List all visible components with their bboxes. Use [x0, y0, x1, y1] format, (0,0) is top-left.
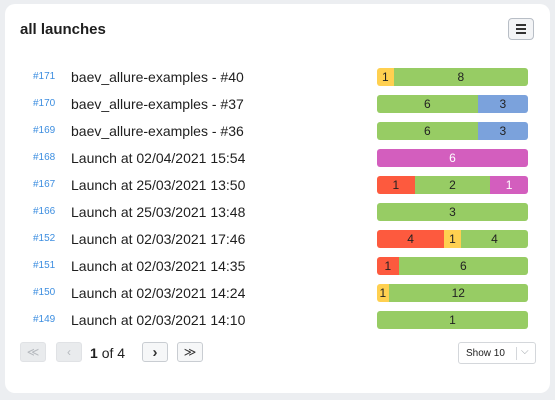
launch-list: #171 baev_allure-examples - #40 1 8 #170 baev…: [5, 63, 550, 333]
hamburger-line: [516, 28, 526, 30]
chevron-down-icon: ⌵: [521, 346, 529, 357]
status-segment-failed[interactable]: 1: [377, 256, 399, 275]
status-segment-unknown[interactable]: 1: [490, 175, 528, 194]
page-indicator: 1 of 4: [90, 345, 125, 361]
status-segment-retried[interactable]: 3: [477, 121, 528, 140]
launch-name[interactable]: baev_allure-examples - #40: [71, 68, 244, 85]
status-segment-passed[interactable]: 6: [377, 121, 478, 140]
status-segment-failed[interactable]: 4: [377, 229, 445, 248]
launch-number-link[interactable]: #151: [33, 260, 56, 271]
hamburger-line: [516, 32, 526, 34]
status-segment-passed[interactable]: 8: [393, 67, 528, 86]
status-bar[interactable]: 1 12: [377, 283, 528, 302]
launch-row[interactable]: #167 Launch at 25/03/2021 13:50 1 2 1: [5, 171, 550, 198]
launch-name[interactable]: Launch at 02/03/2021 17:46: [71, 230, 246, 247]
status-segment-passed[interactable]: 12: [388, 283, 528, 302]
launch-name[interactable]: Launch at 02/04/2021 15:54: [71, 149, 246, 166]
all-launches-widget: all launches #171 baev_allure-examples - …: [5, 4, 550, 393]
status-segment-passed[interactable]: 6: [398, 256, 528, 275]
launch-number-link[interactable]: #169: [33, 125, 56, 136]
total-pages: 4: [117, 345, 126, 361]
select-separator: [516, 347, 517, 360]
status-segment-passed[interactable]: 2: [414, 175, 491, 194]
launch-row[interactable]: #149 Launch at 02/03/2021 14:10 1: [5, 306, 550, 333]
launch-number-link[interactable]: #152: [33, 233, 56, 244]
launch-row[interactable]: #150 Launch at 02/03/2021 14:24 1 12: [5, 279, 550, 306]
launch-name[interactable]: Launch at 02/03/2021 14:35: [71, 257, 246, 274]
chevron-right-icon: ›: [152, 343, 158, 361]
status-bar[interactable]: 6: [377, 148, 528, 167]
of-label: of: [101, 345, 114, 361]
double-chevron-right-icon: ≫: [183, 345, 197, 359]
launch-row[interactable]: #168 Launch at 02/04/2021 15:54 6: [5, 144, 550, 171]
launch-number-link[interactable]: #166: [33, 206, 56, 217]
launch-number-link[interactable]: #150: [33, 287, 56, 298]
launch-row[interactable]: #171 baev_allure-examples - #40 1 8: [5, 63, 550, 90]
launch-name[interactable]: Launch at 02/03/2021 14:10: [71, 311, 246, 328]
status-segment-passed[interactable]: 6: [377, 94, 478, 113]
launch-name[interactable]: Launch at 25/03/2021 13:50: [71, 176, 246, 193]
launch-row[interactable]: #166 Launch at 25/03/2021 13:48 3: [5, 198, 550, 225]
double-chevron-left-icon: ≪: [26, 345, 40, 359]
launch-name[interactable]: baev_allure-examples - #37: [71, 95, 244, 112]
status-segment-passed[interactable]: 3: [377, 202, 528, 221]
page-size-value: Show 10: [466, 348, 505, 359]
hamburger-menu-icon: [516, 24, 526, 26]
launch-name[interactable]: Launch at 02/03/2021 14:24: [71, 284, 246, 301]
status-segment-passed[interactable]: 1: [377, 310, 528, 329]
widget-title: all launches: [20, 21, 106, 38]
launch-number-link[interactable]: #170: [33, 98, 56, 109]
first-page-button[interactable]: ≪: [20, 342, 46, 362]
launch-name[interactable]: Launch at 25/03/2021 13:48: [71, 203, 246, 220]
status-segment-passed[interactable]: 4: [460, 229, 528, 248]
launch-number-link[interactable]: #168: [33, 152, 56, 163]
status-segment-unknown[interactable]: 6: [377, 148, 528, 167]
status-segment-broken[interactable]: 1: [377, 283, 389, 302]
launch-row[interactable]: #151 Launch at 02/03/2021 14:35 1 6: [5, 252, 550, 279]
pagination: ≪ ‹ 1 of 4 › ≫ Show 10 ⌵: [20, 342, 540, 364]
launch-row[interactable]: #152 Launch at 02/03/2021 17:46 4 1 4: [5, 225, 550, 252]
launch-name[interactable]: baev_allure-examples - #36: [71, 122, 244, 139]
status-segment-failed[interactable]: 1: [377, 175, 415, 194]
status-bar[interactable]: 3: [377, 202, 528, 221]
launch-number-link[interactable]: #171: [33, 71, 56, 82]
last-page-button[interactable]: ≫: [177, 342, 203, 362]
status-segment-broken[interactable]: 1: [377, 67, 394, 86]
next-page-button[interactable]: ›: [142, 342, 168, 362]
status-bar[interactable]: 1: [377, 310, 528, 329]
launch-row[interactable]: #170 baev_allure-examples - #37 6 3: [5, 90, 550, 117]
current-page: 1: [90, 345, 98, 361]
chevron-left-icon: ‹: [67, 345, 71, 359]
launch-number-link[interactable]: #167: [33, 179, 56, 190]
launch-number-link[interactable]: #149: [33, 314, 56, 325]
prev-page-button[interactable]: ‹: [56, 342, 82, 362]
menu-button[interactable]: [508, 18, 534, 40]
status-segment-retried[interactable]: 3: [477, 94, 528, 113]
status-segment-broken[interactable]: 1: [444, 229, 461, 248]
page-size-select[interactable]: Show 10 ⌵: [458, 342, 536, 364]
launch-row[interactable]: #169 baev_allure-examples - #36 6 3: [5, 117, 550, 144]
